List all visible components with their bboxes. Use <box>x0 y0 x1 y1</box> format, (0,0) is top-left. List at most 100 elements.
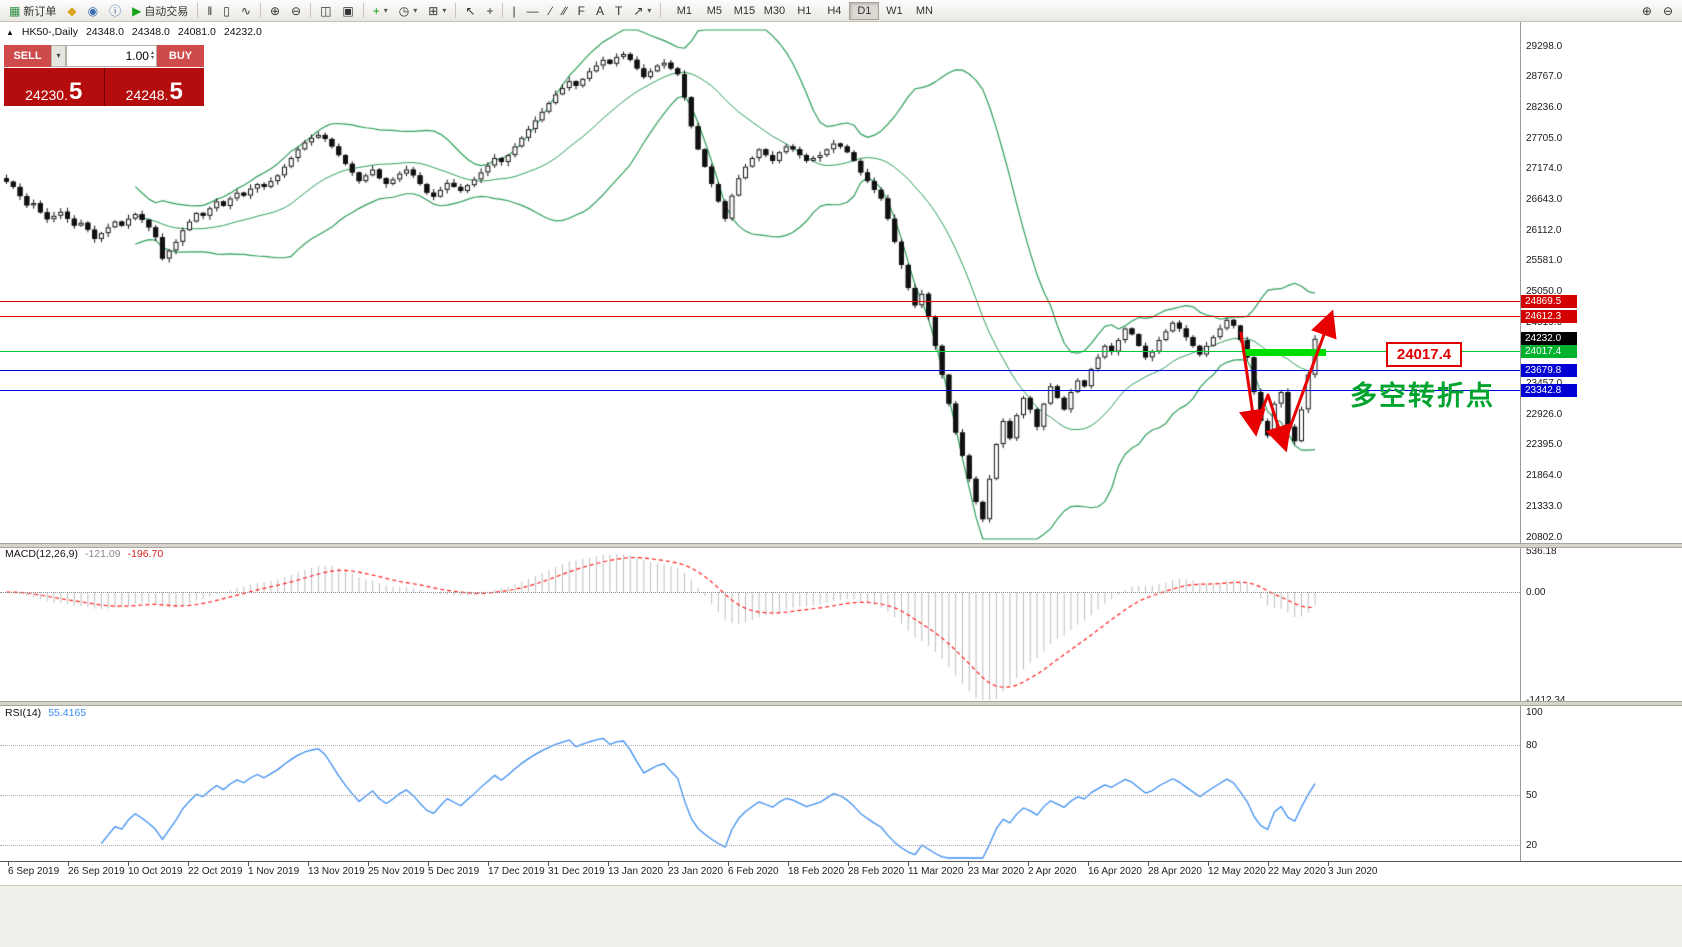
text-button[interactable]: A <box>591 1 609 21</box>
zoom-in-icon: ⊕ <box>269 3 281 18</box>
zoom-in-button[interactable]: ⊕ <box>265 1 285 21</box>
clock-icon: ◷ <box>398 3 410 18</box>
templates-button[interactable]: ⊞ ▾ <box>423 1 451 21</box>
timeframe-h4[interactable]: H4 <box>827 4 842 17</box>
order-options-button[interactable]: ▾ <box>51 45 66 67</box>
tile-windows-icon: ◫ <box>320 3 332 18</box>
collapse-triangle-icon[interactable]: ▲ <box>6 27 14 37</box>
line-chart-button[interactable]: ∿ <box>236 1 256 21</box>
crosshair-icon: + <box>486 3 494 18</box>
lot-decrease-icon[interactable]: ▾ <box>150 55 154 61</box>
text-icon: A <box>595 3 604 18</box>
autotrading-button-label: 自动交易 <box>144 5 189 18</box>
vertical-line-button[interactable]: | <box>507 1 520 21</box>
rsi-name: RSI(14) <box>5 707 42 719</box>
pane-separator[interactable] <box>0 543 1682 548</box>
user-icon: ◉ <box>87 3 99 18</box>
toolbar-separator <box>455 3 457 18</box>
accounts-button[interactable]: ◉ <box>83 1 103 21</box>
candlestick-icon: ▯ <box>223 3 230 18</box>
sell-price-main: 24230. <box>25 87 68 103</box>
macd-indicator-label: MACD(12,26,9) -121.09 -196.70 <box>5 548 163 560</box>
horizontal-line-icon: — <box>526 3 539 18</box>
price-callout-label: 24017.4 <box>1386 342 1462 367</box>
magnifier-minus-icon: ⊖ <box>1662 3 1673 18</box>
info-button[interactable]: ⓘ <box>104 1 126 21</box>
symbol-period-label: HK50-,Daily <box>21 26 78 38</box>
autotrading-button[interactable]: ▶ 自动交易 <box>127 1 193 21</box>
arrow-objects-icon: ↗ <box>633 3 644 18</box>
lot-increase-icon[interactable]: ▴ <box>150 50 154 56</box>
cursor-button[interactable]: ↖ <box>460 1 480 21</box>
trendline-button[interactable]: ∕ <box>545 1 557 21</box>
rsi-indicator-label: RSI(14) 55.4165 <box>5 707 86 719</box>
trendline-icon: ∕ <box>549 3 552 18</box>
sell-button[interactable]: SELL <box>4 45 51 67</box>
indicator-plus-icon: + <box>372 3 380 18</box>
timeframe-m15[interactable]: M15 <box>733 4 756 17</box>
buy-price-pip: 5 <box>169 77 183 105</box>
rsi-value: 55.4165 <box>48 707 87 719</box>
candlestick-chart-button[interactable]: ▯ <box>218 1 235 21</box>
timeframe-w1[interactable]: W1 <box>886 4 903 17</box>
macd-main-value: -121.09 <box>84 548 121 560</box>
magnify-out-button[interactable]: ⊖ <box>1658 1 1678 21</box>
zoom-out-icon: ⊖ <box>291 3 302 18</box>
new-order-button[interactable]: ▦ 新订单 <box>4 1 61 21</box>
turning-point-note: 多空转折点 <box>1350 381 1495 411</box>
macd-signal-value: -196.70 <box>127 548 164 560</box>
zoom-out-button[interactable]: ⊖ <box>286 1 306 21</box>
timeframe-h1[interactable]: H1 <box>797 4 812 17</box>
auto-arrange-button[interactable]: ▣ <box>337 1 358 21</box>
crosshair-button[interactable]: + <box>481 1 498 21</box>
timeframe-m1[interactable]: M1 <box>676 4 693 17</box>
new-order-icon: ▦ <box>9 3 21 18</box>
fibonacci-icon: F <box>577 3 585 18</box>
vertical-line-icon: | <box>512 3 516 18</box>
caret-down-icon: ▾ <box>383 6 388 15</box>
buy-price-main: 24248. <box>125 87 169 103</box>
sell-price[interactable]: 24230. 5 <box>4 68 104 106</box>
timeframe-mn[interactable]: MN <box>915 4 933 17</box>
channel-button[interactable]: ∕∕ <box>558 1 572 21</box>
toolbar-separator <box>660 3 662 18</box>
line-chart-icon: ∿ <box>240 3 251 18</box>
timeframe-d1[interactable]: D1 <box>849 1 880 20</box>
timeframe-m30[interactable]: M30 <box>763 4 786 17</box>
toolbar: ▦ 新订单 ◆ ◉ ⓘ ▶ 自动交易 ‖ ▯ ∿ ⊕ ⊖ ◫ ▣ + ▾ ◷ ▾ ⊞ ▾ ↖ + | — ∕ ∕∕ F A T ↗ ▾ M1 M… <box>0 0 1682 22</box>
time-axis-line <box>0 861 1682 862</box>
play-icon: ▶ <box>132 3 142 18</box>
cursor-icon: ↖ <box>465 3 476 18</box>
arrows-button[interactable]: ↗ ▾ <box>628 1 656 21</box>
timeframe-m5[interactable]: M5 <box>706 4 723 17</box>
pane-separator[interactable] <box>0 701 1682 706</box>
toolbar-separator <box>362 3 364 18</box>
close-value: 24232.0 <box>223 26 262 38</box>
tile-windows-button[interactable]: ◫ <box>315 1 336 21</box>
label-button[interactable]: T <box>610 1 627 21</box>
bar-chart-button[interactable]: ‖ <box>202 1 217 21</box>
metaquotes-button[interactable]: ◆ <box>62 1 81 21</box>
toolbar-separator <box>259 3 261 18</box>
toolbar-separator <box>197 3 199 18</box>
buy-button[interactable]: BUY <box>157 45 204 67</box>
timeframe-group: M1 M5 M15 M30 H1 H4 D1 W1 MN <box>669 1 939 20</box>
magnify-in-button[interactable]: ⊕ <box>1637 1 1657 21</box>
time-axis[interactable] <box>0 862 1682 885</box>
periods-button[interactable]: ◷ ▾ <box>394 1 423 21</box>
buy-price[interactable]: 24248. 5 <box>104 68 204 106</box>
one-click-trading-panel: SELL ▾ 1.00 ▴ ▾ BUY 24230. 5 24248. 5 <box>4 45 204 106</box>
caret-down-icon: ▾ <box>442 6 447 15</box>
chart-caption: ▲ HK50-,Daily 24348.0 24348.0 24081.0 24… <box>6 26 262 38</box>
template-grid-icon: ⊞ <box>428 3 439 18</box>
lot-size-value: 1.00 <box>125 49 149 63</box>
lot-size-input[interactable]: 1.00 ▴ ▾ <box>66 45 157 67</box>
indicators-button[interactable]: + ▾ <box>368 1 393 21</box>
open-value: 24348.0 <box>85 26 124 38</box>
fibonacci-button[interactable]: F <box>573 1 590 21</box>
price-axis[interactable] <box>1520 22 1682 862</box>
horizontal-line-button[interactable]: — <box>522 1 544 21</box>
label-icon: T <box>614 3 623 18</box>
